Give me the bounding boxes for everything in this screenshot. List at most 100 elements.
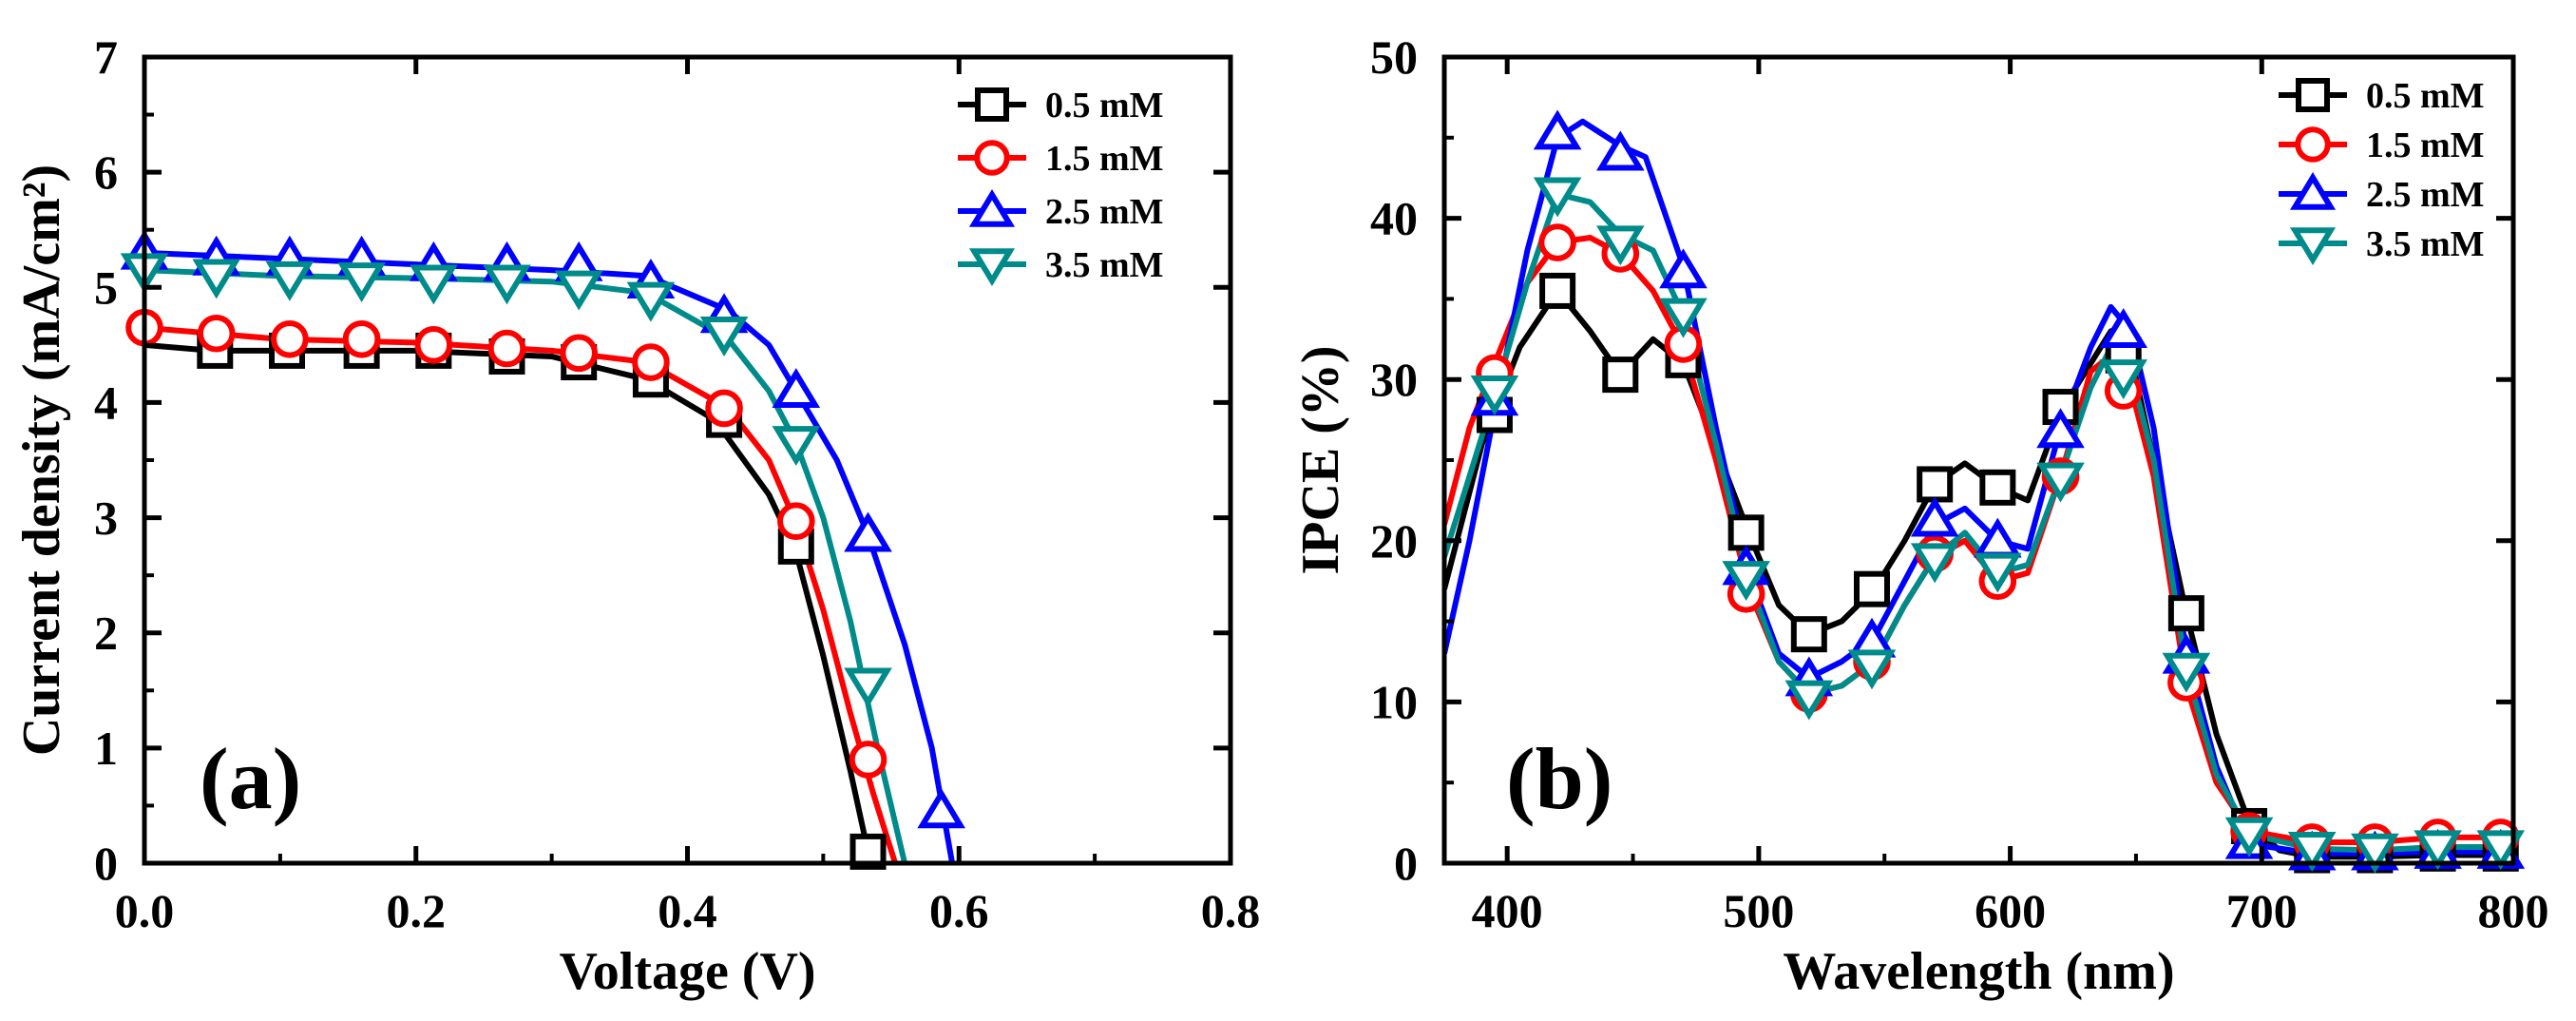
- data-point: [632, 343, 670, 381]
- data-point: [2414, 830, 2462, 871]
- data-point: [1595, 130, 1645, 171]
- legend-marker: [2289, 227, 2337, 266]
- data-point: [777, 502, 815, 541]
- legend-item: 2.5 mM: [2279, 171, 2485, 215]
- data-point: [337, 262, 386, 303]
- legend-label: 2.5 mM: [2366, 175, 2485, 215]
- y-tick-label: 20: [1370, 514, 1418, 568]
- legend-label: 3.5 mM: [2366, 224, 2485, 264]
- y-tick-label: 6: [94, 145, 118, 199]
- legend-item: 2.5 mM: [958, 188, 1164, 232]
- legend: 0.5 mM 1.5 mM 2.5 mM 3.5 mM: [958, 86, 1164, 287]
- legend-item: 3.5 mM: [958, 245, 1164, 287]
- x-tick-label: 500: [1723, 884, 1794, 937]
- legend-item: 1.5 mM: [2279, 125, 2485, 165]
- x-axis-label: Wavelength (nm): [1783, 942, 2174, 1001]
- legend: 0.5 mM 1.5 mM 2.5 mM 3.5 mM: [2279, 76, 2485, 266]
- y-tick-label: 0: [1394, 837, 1418, 890]
- series-markers-3-5-mm: [120, 253, 892, 708]
- data-point: [2036, 408, 2085, 449]
- data-point: [2351, 833, 2399, 874]
- y-tick-label: 10: [1370, 675, 1418, 728]
- data-point: [1979, 469, 2016, 506]
- y-tick-label: 1: [94, 722, 118, 775]
- legend-item: 0.5 mM: [958, 86, 1164, 125]
- y-axis-label: IPCE (%): [1291, 345, 1350, 574]
- data-point: [2167, 595, 2204, 632]
- data-point: [1533, 177, 1582, 218]
- data-point: [2099, 308, 2148, 349]
- data-point: [626, 281, 676, 322]
- legend-label: 1.5 mM: [1045, 139, 1164, 179]
- legend-label: 3.5 mM: [1045, 245, 1164, 285]
- data-point: [1539, 272, 1576, 309]
- data-point: [849, 741, 887, 779]
- legend-marker: [2296, 78, 2330, 112]
- legend-marker: [2295, 126, 2331, 163]
- data-point: [1974, 552, 2022, 593]
- data-point: [844, 667, 892, 708]
- series-line-3-5-mm: [144, 267, 908, 863]
- data-point: [1538, 223, 1576, 261]
- data-point: [1847, 649, 1897, 690]
- x-tick-label: 0.6: [929, 884, 989, 937]
- legend-marker: [968, 248, 1016, 287]
- x-tick-label: 0.4: [658, 884, 717, 937]
- data-point: [271, 320, 309, 358]
- data-point: [1470, 376, 1519, 415]
- data-point: [2224, 817, 2274, 857]
- series-line-2-5-mm: [144, 249, 956, 863]
- x-tick-label: 400: [1472, 884, 1543, 937]
- data-point: [1722, 561, 1770, 602]
- data-point: [265, 260, 315, 301]
- legend-label: 0.5 mM: [2366, 76, 2485, 116]
- y-tick-label: 5: [94, 260, 118, 314]
- data-point: [2099, 359, 2148, 400]
- x-tick-label: 0.2: [387, 884, 447, 937]
- y-tick-label: 3: [94, 491, 118, 545]
- y-tick-label: 50: [1370, 30, 1418, 84]
- data-point: [1727, 514, 1765, 551]
- data-point: [1910, 543, 1959, 584]
- data-point: [1533, 109, 1582, 150]
- panel-label: (a): [200, 730, 301, 827]
- panel-label: (b): [1506, 730, 1612, 827]
- data-point: [1784, 680, 1834, 721]
- data-point: [772, 426, 821, 467]
- data-point: [487, 329, 526, 368]
- data-point: [560, 334, 599, 373]
- data-point: [844, 511, 892, 552]
- data-point: [1595, 225, 1645, 266]
- legend-item: 3.5 mM: [2279, 224, 2485, 266]
- legend-item: 1.5 mM: [958, 139, 1164, 179]
- legend-label: 2.5 mM: [1045, 192, 1164, 232]
- legend-marker: [968, 188, 1016, 227]
- x-tick-label: 600: [1975, 884, 2046, 937]
- y-tick-label: 2: [94, 607, 118, 660]
- series-line-3-5-mm: [1444, 191, 2513, 854]
- x-tick-label: 0.8: [1201, 884, 1261, 937]
- x-tick-label: 0.0: [115, 884, 175, 937]
- data-point: [917, 788, 965, 829]
- data-point: [772, 368, 821, 409]
- y-tick-label: 30: [1370, 353, 1418, 406]
- data-point: [1659, 248, 1708, 289]
- y-tick-label: 40: [1370, 192, 1418, 245]
- data-point: [192, 259, 241, 299]
- data-point: [2162, 652, 2211, 693]
- data-point: [1910, 496, 1959, 537]
- data-point: [414, 326, 453, 364]
- legend-marker: [2289, 171, 2337, 210]
- data-point: [410, 264, 458, 305]
- data-point: [2287, 832, 2337, 872]
- chart-panel-a: 0.0 0.2 0.4 0.6 0.8 0 1 2 3 4 5 6 7 Voltage (V) Curren…: [12, 30, 1260, 1001]
- data-point: [705, 389, 743, 428]
- x-axis-label: Voltage (V): [559, 942, 815, 1001]
- y-tick-label: 7: [94, 30, 118, 84]
- data-point: [1602, 356, 1639, 394]
- data-point: [1790, 616, 1827, 653]
- legend-label: 1.5 mM: [2366, 125, 2485, 165]
- data-point: [197, 314, 236, 353]
- x-tick-label: 700: [2226, 884, 2298, 937]
